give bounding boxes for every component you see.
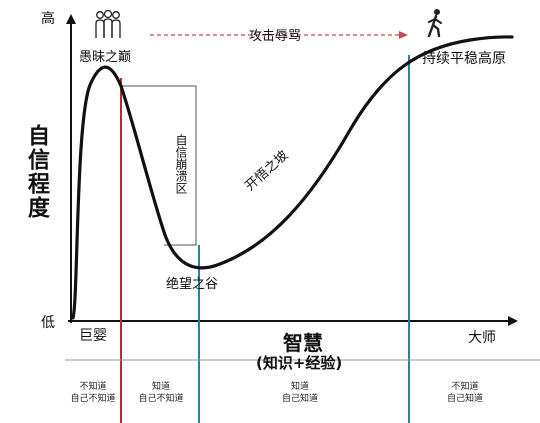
x-axis-subtitle: (知识+经验) (256, 354, 343, 372)
bottom-column-3-line1: 知道 (290, 382, 309, 392)
bottom-column-2-line2: 自己不知道 (138, 394, 184, 404)
bottom-column-3-line2: 自己知道 (281, 394, 318, 404)
collapse-zone-bracket (121, 85, 197, 246)
top-arrowhead (399, 31, 408, 39)
confidence-curve (71, 35, 514, 320)
bottom-column-4-line2: 自己知道 (446, 394, 483, 404)
x-axis-title: 智慧 (283, 331, 323, 355)
bottom-column-3: 知道 自己知道 (260, 381, 340, 405)
y-axis-high-label: 高 (41, 11, 55, 27)
stage-collapse-label: 自信崩溃区 (174, 134, 188, 194)
top-arrow-label: 攻击辱骂 (249, 29, 302, 44)
stage-peak-label: 愚昧之巅 (79, 50, 132, 65)
group-of-people-icon (95, 10, 121, 38)
stage-valley-label: 绝望之谷 (166, 277, 219, 292)
x-axis-start-label: 巨婴 (79, 328, 107, 344)
x-axis-arrowhead (508, 316, 518, 326)
bottom-column-1: 不知道 自己不知道 (66, 381, 120, 405)
bottom-column-1-line1: 不知道 (79, 382, 107, 392)
walking-person-icon (427, 9, 442, 38)
bottom-column-2: 知道 自己不知道 (126, 381, 196, 405)
bottom-column-2-line1: 知道 (151, 382, 170, 392)
x-axis-end-label: 大师 (468, 330, 496, 346)
y-axis-title: 自信程度 (24, 124, 49, 220)
bottom-column-4-line1: 不知道 (451, 382, 479, 392)
y-axis-arrowhead (66, 14, 76, 24)
bottom-column-4: 不知道 自己知道 (430, 381, 500, 405)
y-axis-low-label: 低 (41, 315, 55, 331)
stage-plateau-label: 持续平稳高原 (422, 51, 506, 67)
bottom-column-1-line2: 自己不知道 (70, 394, 116, 404)
